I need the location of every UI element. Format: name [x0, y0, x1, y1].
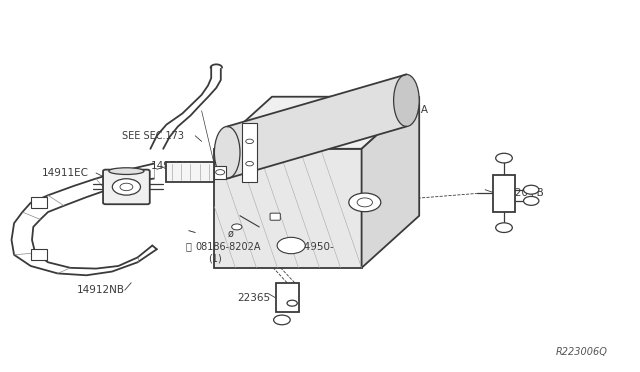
Circle shape: [496, 223, 513, 232]
Text: R223006Q: R223006Q: [556, 347, 608, 357]
Circle shape: [246, 139, 253, 144]
FancyBboxPatch shape: [270, 213, 280, 220]
Text: 22318A-: 22318A-: [253, 127, 296, 137]
Text: 22365: 22365: [237, 293, 270, 302]
Ellipse shape: [109, 168, 144, 174]
Circle shape: [113, 179, 141, 195]
Ellipse shape: [394, 74, 419, 126]
Circle shape: [120, 183, 133, 191]
Polygon shape: [227, 74, 406, 179]
FancyBboxPatch shape: [103, 170, 150, 204]
Bar: [31, 249, 47, 260]
Text: 14953P: 14953P: [253, 138, 292, 148]
Ellipse shape: [214, 126, 240, 179]
Circle shape: [357, 198, 372, 207]
Circle shape: [524, 196, 539, 205]
Text: 14911EC: 14911EC: [42, 168, 88, 178]
Circle shape: [277, 237, 305, 254]
Circle shape: [496, 153, 513, 163]
Bar: [214, 166, 226, 179]
Bar: [31, 197, 47, 208]
Text: ø: ø: [227, 228, 234, 238]
Polygon shape: [214, 149, 362, 268]
Bar: [493, 175, 515, 212]
Circle shape: [287, 300, 298, 306]
Circle shape: [216, 170, 225, 175]
Text: 14953N: 14953N: [150, 161, 191, 170]
Text: Ⓑ: Ⓑ: [186, 241, 192, 251]
Polygon shape: [214, 97, 419, 149]
Bar: [275, 283, 298, 312]
Text: 14920+B: 14920+B: [496, 189, 545, 198]
Circle shape: [246, 161, 253, 166]
Bar: [166, 162, 214, 182]
Text: 14950-: 14950-: [298, 243, 334, 252]
Polygon shape: [362, 97, 419, 268]
Text: SEE SEC.173: SEE SEC.173: [122, 131, 184, 141]
Text: (1): (1): [208, 254, 221, 263]
Circle shape: [274, 315, 291, 325]
Circle shape: [524, 185, 539, 194]
Text: 14912NA: 14912NA: [381, 105, 429, 115]
Bar: [242, 123, 257, 182]
Circle shape: [349, 193, 381, 212]
Circle shape: [232, 224, 242, 230]
Text: 14912NB: 14912NB: [77, 285, 125, 295]
Text: 08186-8202A: 08186-8202A: [195, 243, 260, 252]
